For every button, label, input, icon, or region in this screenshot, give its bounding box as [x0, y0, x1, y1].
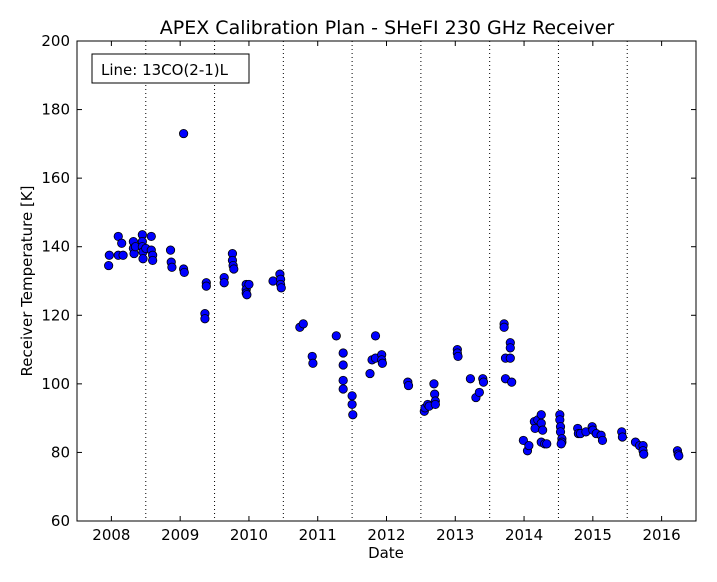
x-tick-label: 2015	[574, 526, 612, 544]
data-point	[556, 439, 566, 449]
x-tick-label: 2014	[505, 526, 543, 544]
data-point	[298, 319, 308, 329]
data-point	[430, 399, 440, 410]
data-point	[542, 439, 552, 449]
data-point	[370, 331, 381, 341]
data-point	[276, 283, 286, 293]
data-points	[104, 128, 684, 461]
data-point	[244, 279, 254, 290]
y-axis-label: Receiver Temperature [K]	[18, 186, 36, 377]
data-point	[229, 264, 239, 274]
data-point	[348, 410, 358, 420]
data-point	[219, 278, 229, 288]
data-point	[138, 254, 148, 264]
data-point	[338, 348, 348, 358]
data-point	[639, 449, 649, 459]
data-point	[499, 322, 509, 332]
legend-box: Line: 13CO(2-1)L	[91, 53, 250, 84]
y-tick-label: 100	[41, 375, 70, 393]
y-axis-ticks: 60 80 100 120 140 160 180 200	[41, 32, 696, 530]
x-axis-ticks: 2008 2009 2010 2011 2012 2013 2014 2015 2016	[92, 41, 681, 544]
data-point	[179, 128, 189, 139]
legend-frame	[91, 53, 250, 84]
data-point	[117, 238, 127, 248]
data-point	[167, 262, 177, 272]
data-point	[365, 368, 375, 379]
y-tick-label: 80	[51, 443, 70, 461]
data-point	[104, 260, 114, 271]
x-tick-label: 2008	[92, 526, 130, 544]
data-point	[268, 276, 278, 286]
data-point	[146, 231, 156, 242]
data-point	[478, 377, 489, 387]
chart-title: APEX Calibration Plan - SHeFI 230 GHz Re…	[160, 17, 615, 39]
data-point	[429, 379, 439, 389]
data-point	[338, 375, 348, 386]
data-point	[453, 351, 463, 362]
data-point	[179, 267, 189, 278]
data-point	[118, 250, 128, 260]
data-point	[338, 360, 348, 370]
data-point	[331, 331, 341, 341]
y-tick-label: 60	[51, 512, 70, 530]
data-point	[377, 358, 387, 368]
data-point	[308, 358, 318, 368]
legend-text: Line: 13CO(2-1)L	[101, 61, 229, 79]
x-tick-label: 2011	[299, 526, 337, 544]
data-point	[242, 290, 252, 300]
data-point	[200, 314, 210, 324]
y-tick-label: 180	[41, 101, 70, 119]
x-tick-label: 2016	[643, 526, 681, 544]
data-point	[505, 343, 515, 353]
data-point	[536, 410, 546, 420]
data-point	[148, 255, 158, 266]
data-point	[617, 432, 628, 442]
data-point	[505, 353, 515, 363]
x-tick-label: 2012	[367, 526, 405, 544]
data-point	[524, 440, 534, 451]
x-tick-label: 2013	[436, 526, 474, 544]
x-tick-label: 2009	[161, 526, 199, 544]
x-axis-label: Date	[368, 544, 404, 562]
data-point	[403, 380, 414, 391]
data-point	[474, 387, 484, 398]
data-point	[674, 451, 684, 461]
data-point	[597, 435, 608, 446]
data-point	[165, 245, 176, 255]
data-point	[538, 425, 548, 435]
data-point	[347, 391, 357, 401]
data-point	[201, 281, 211, 291]
data-point	[347, 399, 357, 410]
y-tick-label: 200	[41, 32, 70, 50]
y-tick-label: 140	[41, 238, 70, 256]
data-point	[338, 384, 348, 394]
y-tick-label: 160	[41, 169, 70, 187]
x-tick-label: 2010	[230, 526, 268, 544]
data-point	[104, 250, 114, 260]
data-point	[507, 377, 517, 387]
y-tick-label: 120	[41, 306, 70, 324]
data-point	[465, 374, 476, 384]
